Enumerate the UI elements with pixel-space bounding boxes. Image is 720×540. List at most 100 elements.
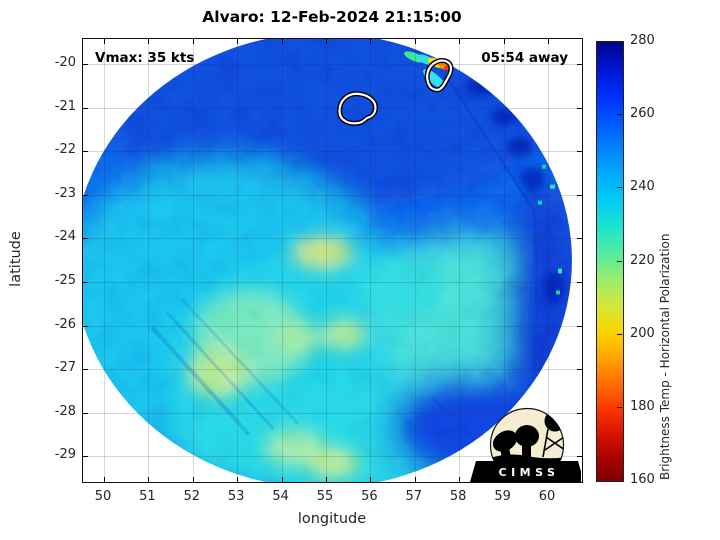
colorbar-tick-label: 180 xyxy=(630,398,655,414)
noise-texture xyxy=(83,39,572,482)
gridline-vertical xyxy=(548,39,549,482)
contour-cell-2 xyxy=(424,58,454,93)
x-tick-label: 58 xyxy=(449,489,467,504)
x-tick-label: 57 xyxy=(405,489,423,504)
x-tick-label: 53 xyxy=(227,489,245,504)
x-tick-mark xyxy=(326,477,327,482)
y-tick-mark xyxy=(577,107,582,109)
y-tick-mark xyxy=(83,64,88,65)
gridline-horizontal xyxy=(83,64,582,65)
colorbar-tick-mark xyxy=(617,260,622,262)
gridline-vertical xyxy=(148,39,150,482)
x-tick-mark xyxy=(237,477,239,482)
y-tick-label: -21 xyxy=(54,98,76,114)
y-tick-mark xyxy=(83,456,88,458)
time-offset-annotation: 05:54 away xyxy=(481,50,568,66)
x-tick-label: 52 xyxy=(183,489,201,504)
x-tick-mark xyxy=(192,477,194,482)
y-tick-mark xyxy=(83,412,88,414)
gridline-vertical xyxy=(281,39,283,482)
y-tick-label: -23 xyxy=(54,185,76,201)
colorbar-tick-label: 160 xyxy=(630,472,655,487)
gridline-horizontal xyxy=(83,107,582,109)
y-tick-mark xyxy=(577,369,582,371)
vmax-annotation: Vmax: 35 kts xyxy=(95,50,195,66)
y-tick-mark xyxy=(83,151,88,153)
cimss-logo: CIMSS xyxy=(470,407,581,483)
contour-cell-1 xyxy=(336,91,378,126)
y-tick-mark xyxy=(83,369,88,371)
y-tick-label: -26 xyxy=(54,316,76,332)
gridline-vertical xyxy=(237,39,239,482)
x-tick-mark xyxy=(370,477,372,482)
colorbar-tick-label: 200 xyxy=(630,325,655,341)
x-tick-label: 59 xyxy=(494,489,511,504)
plot-area: Vmax: 35 kts 05:54 away CIMS xyxy=(82,38,583,483)
colorbar-tick-mark xyxy=(617,406,622,408)
satellite-dish-icon xyxy=(515,425,539,447)
x-tick-mark xyxy=(281,39,283,44)
x-tick-mark xyxy=(548,39,549,44)
gridline-horizontal xyxy=(83,238,582,240)
gridline-vertical xyxy=(104,39,105,482)
colorbar-tick-label: 220 xyxy=(630,252,655,268)
colorbar-tick-mark xyxy=(617,187,622,189)
x-tick-mark xyxy=(326,39,327,44)
y-tick-mark xyxy=(83,107,88,109)
gridline-horizontal xyxy=(83,194,582,196)
x-tick-mark xyxy=(370,39,372,44)
logo-caption: CIMSS xyxy=(499,466,560,479)
y-tick-mark xyxy=(577,282,582,283)
y-tick-mark xyxy=(577,456,582,458)
y-tick-mark xyxy=(83,325,88,327)
x-tick-label: 60 xyxy=(538,489,556,504)
colorbar-tick-mark xyxy=(617,114,622,116)
satellite-dish-icon xyxy=(492,430,518,452)
colorbar-tick-label: 280 xyxy=(630,33,655,48)
colorbar-label: Brightness Temp - Horizontal Polarizatio… xyxy=(658,233,672,480)
x-tick-mark xyxy=(148,477,150,482)
x-tick-label: 56 xyxy=(361,489,378,504)
y-tick-label: -29 xyxy=(54,447,76,463)
y-tick-mark xyxy=(577,412,582,414)
y-tick-mark xyxy=(83,194,88,196)
y-tick-mark xyxy=(577,194,582,196)
x-tick-mark xyxy=(503,39,505,44)
gridline-vertical xyxy=(370,39,372,482)
plot-title: Alvaro: 12-Feb-2024 21:15:00 xyxy=(202,8,462,26)
y-tick-mark xyxy=(577,325,582,327)
y-tick-label: -22 xyxy=(54,142,76,158)
colorbar-tick-mark xyxy=(617,333,622,335)
x-tick-mark xyxy=(459,39,461,44)
x-tick-label: 55 xyxy=(316,489,334,504)
y-tick-mark xyxy=(577,238,582,240)
y-axis-label: latitude xyxy=(8,231,24,287)
x-tick-label: 54 xyxy=(272,489,289,504)
x-tick-label: 51 xyxy=(139,489,156,504)
gridline-vertical xyxy=(192,39,194,482)
gridline-vertical xyxy=(414,39,416,482)
gridline-vertical xyxy=(459,39,461,482)
colorbar-tick-label: 260 xyxy=(630,106,655,122)
y-tick-mark xyxy=(83,238,88,240)
x-tick-mark xyxy=(192,39,194,44)
y-tick-mark xyxy=(83,282,88,283)
x-tick-mark xyxy=(414,477,416,482)
y-tick-label: -24 xyxy=(54,229,76,245)
y-tick-label: -27 xyxy=(54,360,76,376)
y-tick-label: -28 xyxy=(54,403,76,419)
y-tick-label: -25 xyxy=(54,273,76,288)
gridline-horizontal xyxy=(83,456,582,458)
colorbar-tick-label: 240 xyxy=(630,179,655,195)
gridline-horizontal xyxy=(83,325,582,327)
cold-cell-contours xyxy=(336,58,454,126)
gridline-horizontal xyxy=(83,151,582,153)
y-tick-label: -20 xyxy=(54,55,76,70)
x-tick-mark xyxy=(237,39,239,44)
x-tick-mark xyxy=(148,39,150,44)
x-tick-mark xyxy=(414,39,416,44)
x-tick-label: 50 xyxy=(94,489,112,504)
gridline-vertical xyxy=(503,39,505,482)
gridline-horizontal xyxy=(83,282,582,283)
